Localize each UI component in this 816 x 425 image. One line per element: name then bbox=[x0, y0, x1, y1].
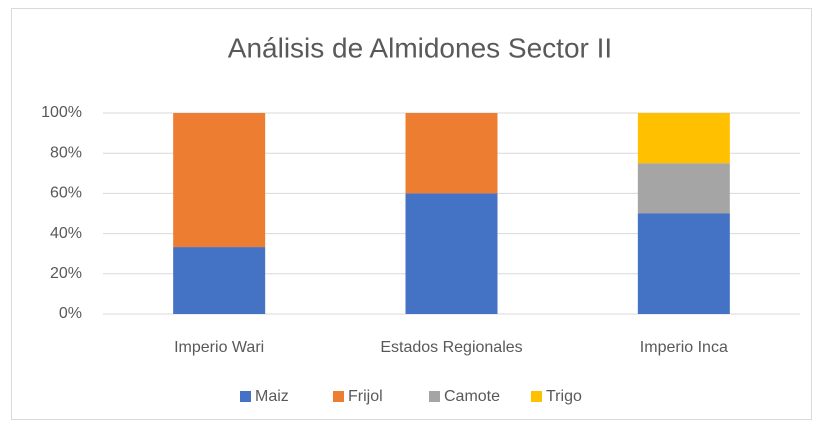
y-tick-label: 40% bbox=[50, 225, 82, 242]
y-tick-label: 80% bbox=[50, 144, 82, 161]
legend-swatch bbox=[333, 391, 344, 402]
x-tick-label: Imperio Wari bbox=[174, 339, 264, 356]
x-tick-label: Estados Regionales bbox=[380, 339, 522, 356]
bar-segment bbox=[405, 113, 498, 194]
bar-segment bbox=[173, 113, 266, 248]
legend-label: Camote bbox=[444, 388, 500, 405]
y-tick-label: 20% bbox=[50, 265, 82, 282]
bar-segment bbox=[637, 213, 730, 314]
legend-label: Maiz bbox=[255, 388, 289, 405]
bar-segment bbox=[637, 163, 730, 214]
legend-swatch bbox=[531, 391, 542, 402]
legend-label: Trigo bbox=[546, 388, 582, 405]
y-tick-label: 60% bbox=[50, 185, 82, 202]
legend-swatch bbox=[240, 391, 251, 402]
y-tick-label: 100% bbox=[41, 104, 82, 121]
legend-label: Frijol bbox=[348, 388, 383, 405]
bar-segment bbox=[637, 113, 730, 164]
bar-segment bbox=[405, 193, 498, 314]
chart-title: Análisis de Almidones Sector II bbox=[228, 32, 612, 63]
x-tick-label: Imperio Inca bbox=[640, 339, 728, 356]
bar-segment bbox=[173, 247, 266, 314]
y-tick-label: 0% bbox=[59, 305, 82, 322]
legend-swatch bbox=[429, 391, 440, 402]
